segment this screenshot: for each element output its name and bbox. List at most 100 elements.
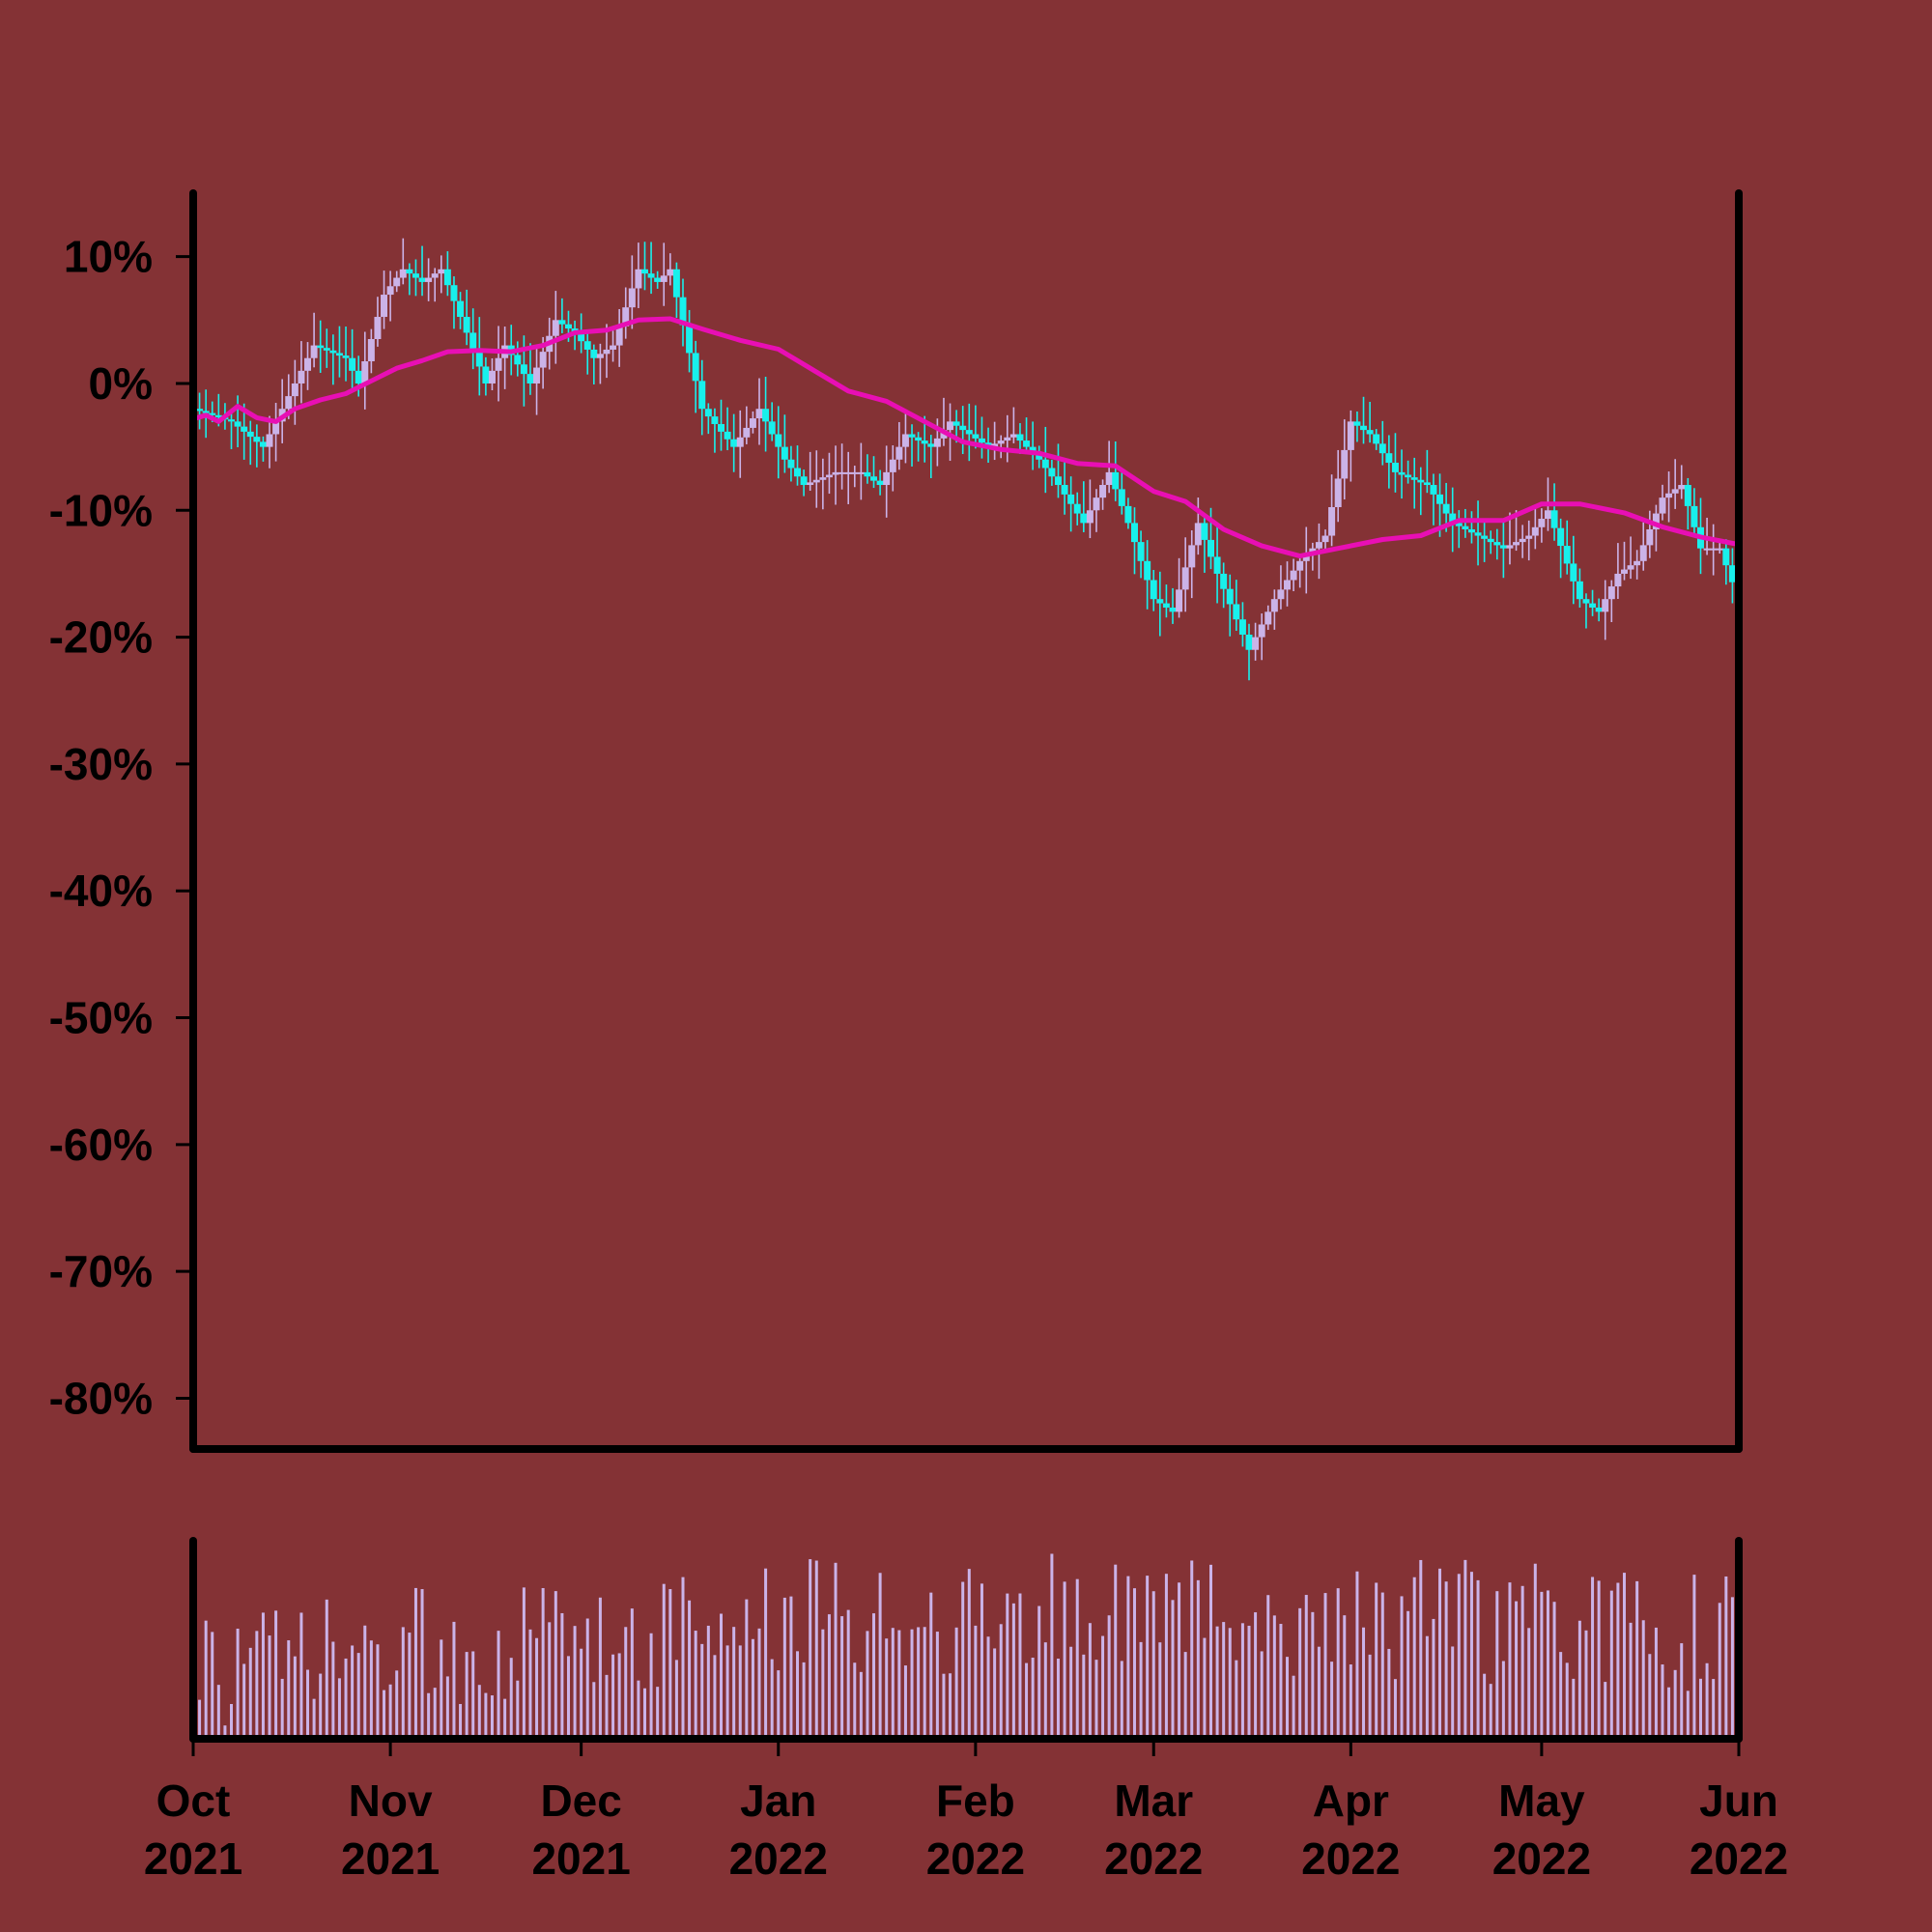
volume-bar	[1483, 1673, 1487, 1739]
candle	[1353, 411, 1361, 442]
volume-bar	[1254, 1612, 1258, 1739]
candle	[246, 420, 254, 466]
candle	[838, 443, 846, 490]
volume-bar	[961, 1581, 965, 1739]
candle-body	[214, 414, 222, 417]
volume-bar	[903, 1665, 907, 1739]
candle	[495, 326, 502, 402]
volume-bar	[268, 1635, 271, 1739]
date-tick-month: Mar	[1114, 1776, 1193, 1826]
candle	[291, 359, 298, 425]
candle	[812, 450, 820, 508]
candle-body	[686, 325, 694, 354]
volume-bar	[732, 1627, 736, 1739]
volume-bar	[573, 1626, 577, 1739]
candle	[1290, 558, 1297, 592]
candle-body	[679, 297, 687, 326]
candle	[425, 258, 433, 301]
candle-body	[412, 273, 419, 278]
volume-bar	[1515, 1601, 1519, 1739]
candle-body	[1270, 599, 1278, 612]
volume-bar	[757, 1628, 761, 1739]
candle-body	[1004, 437, 1011, 441]
candle-body	[864, 471, 871, 477]
candle	[870, 456, 878, 489]
candle-body	[1690, 505, 1698, 527]
candle-body	[1144, 560, 1151, 581]
volume-bar	[1286, 1657, 1290, 1739]
date-tick-month: Feb	[936, 1776, 1015, 1826]
candle-body	[1544, 510, 1551, 520]
candle-body	[1054, 476, 1062, 486]
candle	[1277, 565, 1285, 610]
candle-body	[615, 326, 623, 346]
candle	[1506, 512, 1514, 565]
candle	[1659, 484, 1666, 521]
candle	[1557, 518, 1565, 579]
candle-body	[1684, 485, 1691, 506]
volume-bar	[1355, 1571, 1359, 1739]
candle	[1728, 548, 1736, 604]
volume-bar	[1228, 1628, 1232, 1739]
candle-body	[959, 425, 967, 431]
candle-body	[1360, 425, 1368, 431]
candle-body	[1220, 573, 1228, 589]
candle	[1519, 525, 1526, 558]
candle-body	[1646, 528, 1654, 546]
candle	[628, 255, 636, 329]
candle-body	[622, 307, 630, 327]
candle-body	[1728, 565, 1736, 582]
candle-body	[495, 357, 502, 371]
price-tick-label: -70%	[49, 1246, 153, 1296]
candle-body	[1048, 468, 1056, 477]
candle-body	[342, 355, 350, 358]
candle-body	[1620, 569, 1628, 574]
candle	[1061, 459, 1068, 515]
volume-bar	[369, 1640, 373, 1739]
candle-body	[1093, 497, 1100, 511]
candle	[1213, 525, 1221, 604]
volume-bar	[1343, 1615, 1347, 1739]
volume-bar	[528, 1629, 532, 1739]
volume-bar	[1648, 1654, 1652, 1739]
volume-bar	[662, 1583, 666, 1739]
candle	[844, 451, 852, 504]
candle	[1627, 536, 1634, 580]
candle	[259, 436, 267, 462]
candle-body	[234, 421, 242, 427]
candle	[1093, 489, 1100, 532]
volume-bar	[1673, 1669, 1677, 1739]
volume-bar	[1260, 1651, 1264, 1739]
volume-bar	[1240, 1623, 1244, 1739]
volume-bar	[1050, 1553, 1054, 1739]
candle-body	[285, 396, 293, 410]
candle-body	[933, 438, 941, 447]
candle	[807, 451, 814, 491]
volume-bar	[1069, 1646, 1073, 1739]
candle-body	[1391, 463, 1399, 472]
candle-body	[1176, 589, 1183, 612]
volume-bar	[1400, 1596, 1404, 1739]
volume-bar	[1527, 1628, 1531, 1739]
volume-bar	[617, 1653, 621, 1739]
candle-body	[1169, 607, 1177, 612]
candle	[635, 242, 642, 308]
volume-bar	[821, 1629, 825, 1739]
volume-bar	[580, 1648, 583, 1739]
candle	[1378, 420, 1386, 466]
candle-body	[329, 350, 337, 354]
volume-bar	[383, 1690, 386, 1739]
candle-body	[552, 320, 559, 336]
candle	[1481, 520, 1489, 562]
volume-bar	[1661, 1664, 1664, 1739]
candle	[1391, 433, 1399, 493]
volume-bar	[230, 1703, 234, 1739]
volume-bar	[1183, 1652, 1187, 1739]
candle-body	[431, 273, 439, 278]
candle-body	[1264, 611, 1272, 625]
candle	[622, 287, 630, 339]
candle	[1080, 481, 1088, 532]
candle-body	[908, 434, 916, 438]
date-tick-month: Jun	[1699, 1776, 1778, 1826]
